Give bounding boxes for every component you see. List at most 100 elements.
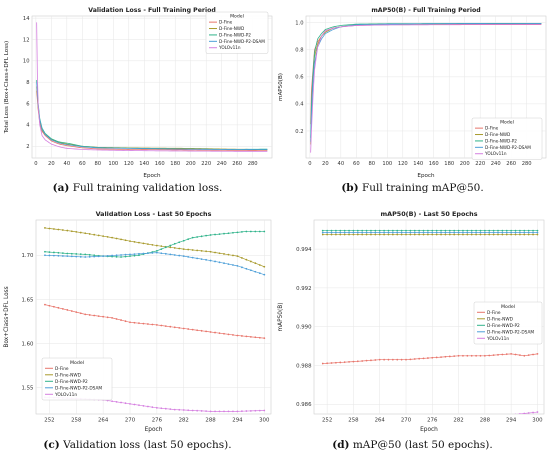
data-point-d-fine-nwd-p2 bbox=[187, 238, 190, 241]
data-point-d-fine bbox=[431, 356, 434, 359]
data-point-d-fine-nwd-p2-dsam bbox=[178, 254, 181, 257]
legend-label-d-fine: D-Fine bbox=[487, 310, 501, 316]
data-point-d-fine-nwd-p2-dsam bbox=[70, 255, 73, 258]
data-point-d-fine bbox=[418, 357, 421, 360]
data-point-yolov11n bbox=[519, 413, 521, 414]
data-point-d-fine bbox=[187, 328, 190, 330]
data-point-d-fine-nwd-p2 bbox=[48, 251, 51, 253]
data-point-d-fine-nwd bbox=[356, 233, 359, 236]
x-tick-label: 294 bbox=[506, 417, 517, 423]
data-point-d-fine-nwd bbox=[182, 248, 185, 250]
data-point-d-fine-nwd-p2 bbox=[444, 229, 447, 232]
data-point-d-fine-nwd-p2-dsam bbox=[440, 231, 442, 234]
data-point-d-fine-nwd bbox=[227, 253, 230, 256]
data-point-d-fine-nwd-p2 bbox=[370, 229, 372, 232]
data-point-d-fine bbox=[532, 353, 534, 356]
data-point-d-fine-nwd-p2 bbox=[182, 239, 185, 242]
y-tick-label: 0.8 bbox=[295, 48, 303, 54]
x-tick-label: 40 bbox=[338, 161, 345, 167]
data-point-d-fine bbox=[133, 321, 136, 324]
data-point-d-fine bbox=[427, 357, 429, 359]
data-point-d-fine bbox=[321, 362, 324, 365]
data-point-d-fine-nwd-p2 bbox=[196, 236, 199, 238]
series-line-yolov11n bbox=[310, 24, 542, 153]
legend-title: Model bbox=[500, 120, 514, 126]
y-axis-label: Box+Class+DFL Loss bbox=[4, 286, 10, 347]
data-point-d-fine-nwd bbox=[142, 242, 145, 245]
x-tick-label: 258 bbox=[71, 417, 82, 423]
x-tick-label: 252 bbox=[322, 417, 332, 423]
chart-last50-map: 252 258 264 270 276 282 288 294 300 0.986 0.988 0.9… bbox=[278, 210, 545, 433]
data-point-d-fine bbox=[75, 311, 78, 314]
data-point-d-fine-nwd bbox=[236, 255, 239, 258]
data-point-d-fine bbox=[138, 322, 140, 325]
data-point-d-fine-nwd bbox=[352, 233, 355, 236]
x-tick-label: 140 bbox=[413, 161, 423, 167]
data-point-d-fine-nwd-p2-dsam bbox=[196, 257, 199, 260]
data-point-d-fine-nwd-p2-dsam bbox=[84, 256, 87, 258]
data-point-d-fine bbox=[492, 354, 495, 357]
data-point-d-fine-nwd bbox=[479, 233, 482, 236]
legend-label-d-fine: D-Fine bbox=[219, 20, 233, 25]
legend-label-yolov11n: YOLOv11n bbox=[218, 45, 241, 50]
data-point-d-fine-nwd-p2 bbox=[124, 255, 127, 258]
data-point-d-fine-nwd bbox=[44, 227, 46, 229]
data-point-yolov11n bbox=[501, 415, 503, 417]
y-tick-label: 0.986 bbox=[296, 402, 312, 408]
data-point-d-fine-nwd-p2-dsam bbox=[326, 231, 329, 234]
data-point-d-fine bbox=[155, 324, 158, 326]
data-point-d-fine-nwd-p2-dsam bbox=[88, 255, 91, 258]
data-point-d-fine bbox=[519, 354, 521, 357]
y-tick-label: 0.2 bbox=[295, 129, 303, 135]
data-point-d-fine-nwd-p2 bbox=[191, 236, 194, 239]
data-point-d-fine-nwd-p2 bbox=[497, 229, 499, 232]
data-point-d-fine bbox=[453, 355, 456, 358]
data-point-d-fine bbox=[241, 335, 243, 337]
data-point-d-fine-nwd bbox=[173, 247, 176, 249]
data-point-d-fine-nwd-p2-dsam bbox=[258, 272, 261, 275]
legend-label-d-fine-nwd: D-Fine-NWD bbox=[219, 26, 244, 31]
data-point-d-fine-nwd bbox=[321, 233, 324, 236]
data-point-d-fine-nwd-p2-dsam bbox=[173, 254, 176, 256]
data-point-yolov11n bbox=[182, 409, 185, 411]
data-point-d-fine-nwd-p2-dsam bbox=[147, 252, 149, 255]
caption-b-text: Full training mAP@50. bbox=[358, 182, 484, 194]
legend-label-d-fine-nwd-p2-dsam: D-Fine-NWD-P2-DSAM bbox=[485, 145, 531, 150]
data-point-d-fine bbox=[151, 323, 154, 326]
data-point-d-fine-nwd bbox=[348, 233, 350, 236]
legend-label-d-fine: D-Fine bbox=[55, 366, 69, 372]
x-tick-label: 40 bbox=[64, 161, 71, 167]
data-point-d-fine bbox=[391, 358, 394, 361]
y-tick-label: 4 bbox=[26, 123, 30, 129]
data-point-yolov11n bbox=[223, 410, 225, 413]
data-point-d-fine-nwd-p2-dsam bbox=[79, 255, 82, 258]
data-point-d-fine bbox=[462, 354, 464, 357]
data-point-d-fine-nwd-p2-dsam bbox=[488, 231, 491, 234]
data-point-d-fine-nwd bbox=[196, 249, 199, 252]
x-tick-label: 20 bbox=[48, 161, 55, 167]
data-point-yolov11n bbox=[258, 409, 261, 412]
x-tick-label: 140 bbox=[139, 161, 149, 167]
data-point-d-fine bbox=[196, 329, 199, 332]
data-point-d-fine-nwd bbox=[488, 233, 491, 236]
data-point-d-fine-nwd-p2 bbox=[173, 242, 176, 245]
data-point-d-fine-nwd bbox=[422, 233, 425, 236]
data-point-d-fine-nwd-p2 bbox=[169, 244, 172, 247]
data-point-yolov11n bbox=[361, 420, 363, 422]
data-point-yolov11n bbox=[263, 409, 266, 412]
data-point-yolov11n bbox=[129, 402, 131, 405]
data-point-d-fine-nwd-p2 bbox=[479, 229, 482, 232]
legend-title: Model bbox=[70, 360, 84, 366]
data-point-d-fine-nwd-p2 bbox=[120, 256, 122, 258]
data-point-d-fine bbox=[405, 358, 407, 361]
legend-title: Model bbox=[501, 304, 515, 310]
data-point-d-fine-nwd bbox=[505, 233, 508, 236]
data-point-d-fine-nwd-p2-dsam bbox=[57, 254, 60, 257]
data-point-d-fine-nwd-p2-dsam bbox=[431, 231, 434, 234]
y-axis-label: mAP50(B) bbox=[278, 303, 284, 332]
chart-panel-c: 252 258 264 270 276 282 288 294 300 1.55 1.60 1.65 1… bbox=[2, 206, 276, 434]
data-point-d-fine-nwd-p2 bbox=[501, 229, 504, 232]
x-tick-label: 300 bbox=[259, 417, 270, 423]
data-point-d-fine-nwd bbox=[209, 250, 212, 253]
y-tick-label: 0.4 bbox=[295, 102, 304, 108]
